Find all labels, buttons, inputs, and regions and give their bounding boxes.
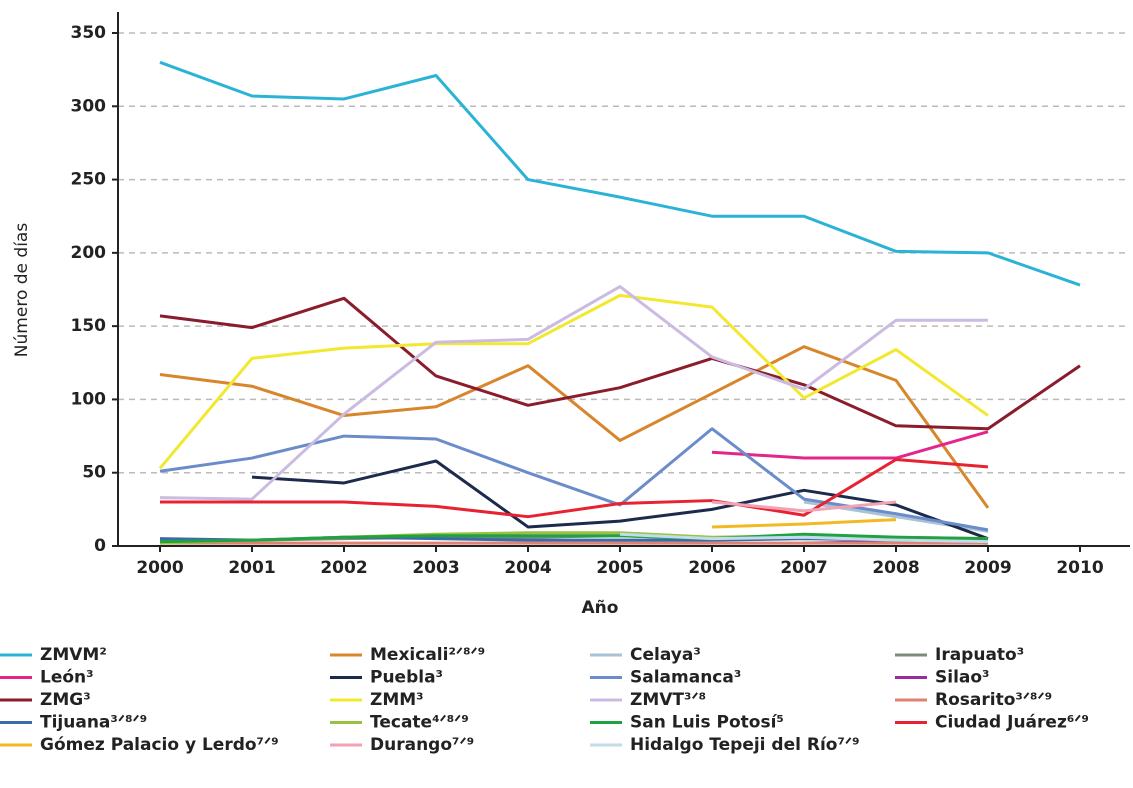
legend-label: Hidalgo Tepeji del Río⁷ᐟ⁹ bbox=[630, 735, 860, 755]
y-tick-label: 250 bbox=[71, 170, 107, 190]
x-tick-label: 2001 bbox=[228, 558, 275, 578]
legend-label: ZMVM² bbox=[40, 645, 107, 665]
series-line bbox=[619, 532, 989, 544]
series-line bbox=[711, 430, 989, 460]
legend-label: Celaya³ bbox=[630, 645, 701, 665]
y-tick-label: 50 bbox=[82, 463, 106, 483]
y-tick-label: 200 bbox=[71, 243, 107, 263]
series-line bbox=[159, 285, 988, 501]
y-tick-label: 0 bbox=[94, 536, 106, 556]
series-line bbox=[159, 345, 990, 509]
legend-label: Puebla³ bbox=[370, 668, 443, 688]
series-line bbox=[159, 532, 989, 544]
y-tick-label: 350 bbox=[71, 23, 107, 43]
legend-label: San Luis Potosí⁵ bbox=[630, 713, 784, 733]
series-line bbox=[711, 518, 897, 529]
series-line bbox=[160, 458, 989, 519]
x-tick-label: 2000 bbox=[136, 558, 183, 578]
x-tick-label: 2003 bbox=[412, 558, 459, 578]
legend-label: Silao³ bbox=[935, 668, 990, 688]
series-line bbox=[711, 500, 897, 513]
legend-label: ZMG³ bbox=[40, 690, 91, 710]
legend-label: Ciudad Juárez⁶ᐟ⁹ bbox=[935, 713, 1089, 733]
series-line bbox=[251, 459, 989, 541]
legend-label: León³ bbox=[40, 668, 94, 688]
y-tick-label: 300 bbox=[71, 96, 107, 116]
y-tick-label: 100 bbox=[71, 389, 107, 409]
legend-label: Irapuato³ bbox=[935, 645, 1024, 665]
legend-label: Gómez Palacio y Lerdo⁷ᐟ⁹ bbox=[40, 735, 279, 755]
x-tick-label: 2005 bbox=[596, 558, 643, 578]
x-tick-label: 2004 bbox=[504, 558, 551, 578]
legend-label: ZMVT³ᐟ⁸ bbox=[630, 690, 706, 710]
x-tick-label: 2008 bbox=[872, 558, 919, 578]
legend-label: Durango⁷ᐟ⁹ bbox=[370, 735, 474, 755]
legend-label: Rosarito³ᐟ⁸ᐟ⁹ bbox=[935, 690, 1052, 710]
series-line bbox=[158, 293, 989, 470]
legend-label: ZMM³ bbox=[370, 690, 424, 710]
x-tick-label: 2007 bbox=[780, 558, 827, 578]
x-tick-label: 2002 bbox=[320, 558, 367, 578]
legend-label: Salamanca³ bbox=[630, 668, 741, 688]
x-axis-title: Año bbox=[582, 598, 619, 618]
y-tick-label: 150 bbox=[71, 316, 107, 336]
legend-label: Tecate⁴ᐟ⁸ᐟ⁹ bbox=[370, 713, 469, 733]
x-tick-label: 2010 bbox=[1056, 558, 1103, 578]
legend-label: Mexicali²ᐟ⁸ᐟ⁹ bbox=[370, 645, 485, 665]
x-tick-label: 2009 bbox=[964, 558, 1011, 578]
series-line bbox=[159, 60, 1081, 287]
y-axis-title: Número de días bbox=[12, 223, 32, 358]
series-line bbox=[159, 296, 1081, 431]
x-tick-label: 2006 bbox=[688, 558, 735, 578]
legend-label: Tijuana³ᐟ⁸ᐟ⁹ bbox=[40, 713, 147, 733]
